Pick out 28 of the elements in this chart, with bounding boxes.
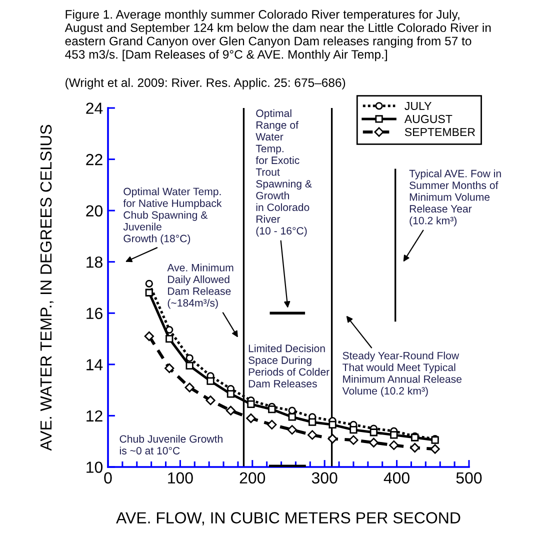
x-axis-title: AVE. FLOW, IN CUBIC METERS PER SECOND bbox=[116, 512, 460, 526]
legend-label: JULY bbox=[404, 102, 432, 110]
x-tick-label: 400 bbox=[384, 472, 410, 484]
legend-label: SEPTEMBER bbox=[404, 128, 475, 136]
y-tick-label: 20 bbox=[86, 205, 103, 217]
annotation: Limited Decision Space During Periods of Colder Dam Releases bbox=[248, 344, 330, 388]
y-axis-title: AVE. WATER TEMP., IN DEGREES CELSIUS bbox=[40, 124, 54, 451]
x-tick-label: 200 bbox=[240, 472, 266, 484]
text: Optimal Range of Water Temp. for Exotic Trout Spawning & Growth in Colorado River (10 - 16°C) bbox=[256, 109, 312, 237]
y-tick-label: 10 bbox=[86, 462, 103, 473]
chart-title: Figure 1. Average monthly summer Colorado River temperatures for July, August and September 124 km below the dam near the Little Colorado River in eastern Grand Canyon over Glen Canyon Dam releases ranging from 57 to 453 m3/s. [Dam Releases of 9°C & AVE. Monthly Air Temp.] bbox=[64, 10, 491, 62]
x-tick-label: 100 bbox=[168, 472, 193, 484]
legend-label: AUGUST bbox=[404, 114, 452, 124]
y-tick-label: 24 bbox=[86, 102, 103, 114]
x-tick-label: 300 bbox=[312, 472, 338, 484]
x-tick-label: 500 bbox=[456, 472, 482, 484]
y-tick-label: 14 bbox=[86, 359, 103, 370]
annotation: Optimal Water Temp. for Native Humpback Chub Spawning & Juvenile Growth (18°C) bbox=[123, 187, 222, 244]
y-tick-label: 12 bbox=[86, 410, 102, 422]
y-tick-label: 18 bbox=[86, 256, 102, 268]
y-tick-label: 16 bbox=[86, 308, 102, 320]
chart-subtitle: (Wright et al. 2009: River. Res. Applic. 25: 675–686) bbox=[66, 78, 346, 90]
x-tick-label: 0 bbox=[104, 472, 112, 484]
annotation: Chub Juvenile Growth is ~0 at 10°C bbox=[120, 434, 222, 454]
annotation: Steady Year-Round Flow That would Meet Typical Minimum Annual Release Volume (10.2 km³) bbox=[342, 352, 462, 397]
annotation: Typical AVE. Fow in Summer Months of Minimum Volume Release Year (10.2 km³) bbox=[409, 170, 501, 226]
y-tick-label: 22 bbox=[86, 154, 102, 166]
annotation: Ave. Minimum Daily Allowed Dam Release (~184m³/s) bbox=[167, 264, 234, 309]
